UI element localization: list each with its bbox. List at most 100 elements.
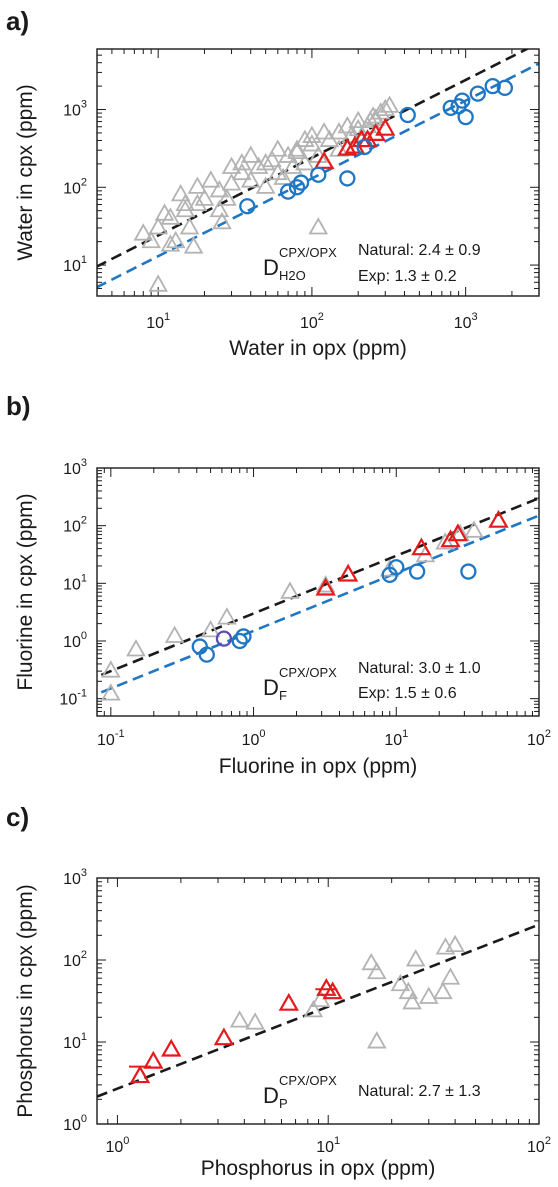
partition-value-annotation: Exp: 1.3 ± 0.2	[358, 268, 457, 285]
y-tick-label: 103	[63, 99, 87, 120]
point-natural	[440, 967, 461, 985]
y-axis-title: Fluorine in cpx (ppm)	[14, 493, 37, 690]
point-experiment	[442, 99, 459, 117]
point-experiment	[310, 166, 327, 183]
point-highlight	[313, 150, 335, 169]
point-natural	[308, 217, 329, 235]
point-natural	[360, 110, 381, 129]
point-highlight	[129, 1065, 151, 1084]
point-natural	[175, 193, 196, 212]
point-natural	[229, 1010, 250, 1028]
svg-text:D: D	[263, 675, 279, 700]
point-experiment	[239, 198, 256, 215]
point-experiment	[408, 563, 426, 580]
point-natural	[179, 217, 200, 235]
point-natural	[402, 992, 422, 1010]
panel-label: a)	[6, 6, 29, 36]
point-natural	[101, 683, 121, 701]
point-natural	[212, 211, 232, 230]
x-tick-label: 102	[300, 311, 324, 332]
y-tick-label: 102	[63, 949, 87, 970]
panel-label: c)	[6, 802, 29, 832]
point-natural	[154, 203, 175, 221]
point-natural	[435, 532, 455, 550]
point-natural	[303, 999, 324, 1018]
point-experiment	[450, 98, 467, 115]
svg-text:F: F	[279, 688, 287, 703]
point-highlight	[143, 1050, 164, 1069]
data-points	[129, 934, 465, 1084]
svg-text:H2O: H2O	[279, 268, 306, 283]
x-tick-label: 100	[242, 728, 266, 749]
point-natural	[255, 153, 276, 171]
partition-value-annotation: Natural: 3.0 ± 1.0	[358, 660, 481, 677]
x-tick-label: 100	[105, 1135, 129, 1156]
point-experiment	[388, 559, 405, 576]
point-natural	[361, 952, 382, 971]
y-tick-label: 102	[63, 176, 87, 197]
point-natural	[464, 520, 484, 538]
point-highlight	[278, 992, 299, 1011]
point-natural	[405, 949, 426, 967]
point-natural	[175, 199, 196, 218]
point-natural	[240, 170, 261, 188]
point-natural	[255, 176, 276, 194]
point-natural	[366, 1031, 387, 1049]
y-tick-label: 103	[63, 457, 87, 478]
point-highlight	[161, 1038, 182, 1057]
point-natural	[148, 217, 169, 235]
svg-text:D: D	[263, 1083, 279, 1108]
point-natural	[366, 961, 387, 980]
point-experiment	[399, 106, 416, 124]
y-tick-label: 100	[63, 1113, 87, 1134]
x-tick-label: 101	[146, 311, 170, 332]
y-axis-title: Water in cpx (ppm)	[14, 84, 37, 261]
x-tick-label: 103	[454, 311, 478, 332]
panel-c: c) 100 101 102 100 101 102 103 Phosphorus in opx…	[6, 802, 551, 1180]
data-points	[133, 77, 514, 292]
x-tick-label: 101	[384, 728, 408, 749]
point-natural	[231, 153, 252, 171]
fit-lines	[97, 496, 539, 696]
minor-ticks	[96, 467, 540, 717]
y-tick-label: 102	[63, 515, 87, 536]
point-natural	[273, 167, 293, 185]
point-natural	[126, 639, 146, 657]
data-points	[101, 509, 509, 701]
point-experiment	[339, 170, 356, 187]
point-experiment	[469, 85, 486, 102]
svg-text:CPX/OPX: CPX/OPX	[279, 665, 337, 680]
svg-text:CPX/OPX: CPX/OPX	[279, 1073, 337, 1088]
point-experiment	[496, 79, 514, 96]
point-natural	[280, 581, 300, 599]
point-experiment	[279, 183, 297, 200]
point-natural	[262, 149, 282, 168]
point-natural	[390, 973, 411, 992]
point-highlight	[488, 509, 509, 528]
fit-line-experiment	[97, 514, 539, 696]
x-axis-title: Water in opx (ppm)	[229, 337, 407, 360]
point-natural	[278, 145, 298, 163]
point-natural	[231, 162, 252, 181]
fit-line-natural	[97, 496, 539, 679]
point-experiment	[198, 646, 215, 663]
point-natural	[187, 176, 208, 194]
point-natural	[418, 986, 439, 1004]
point-natural	[329, 122, 349, 140]
point-natural	[164, 625, 185, 643]
point-natural	[375, 98, 396, 116]
x-axis-title: Phosphorus in opx (ppm)	[201, 1157, 436, 1180]
x-tick-label: 101	[316, 1135, 340, 1156]
point-natural	[245, 1012, 265, 1030]
partition-value-annotation: Natural: 2.4 ± 0.9	[358, 242, 481, 259]
point-highlight	[375, 117, 396, 136]
point-highlight	[322, 981, 343, 1000]
point-natural	[302, 134, 322, 152]
point-natural	[287, 139, 307, 157]
point-natural	[295, 129, 315, 147]
partition-value-annotation: Exp: 1.5 ± 0.6	[358, 685, 457, 702]
point-natural	[101, 660, 121, 678]
point-experiment	[484, 77, 501, 95]
